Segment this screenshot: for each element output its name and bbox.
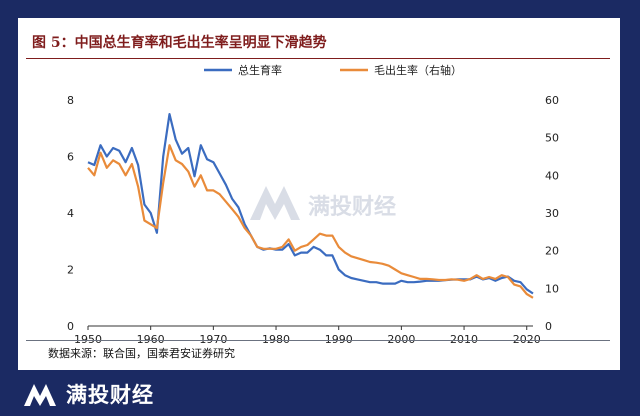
x-tick-label: 1990 xyxy=(325,333,353,344)
chart-title: 图 5：中国总生育率和毛出生率呈明显下滑趋势 xyxy=(32,35,327,51)
x-tick-label: 2000 xyxy=(387,333,415,344)
watermark: 满投财经 xyxy=(250,186,396,220)
x-tick-label: 1980 xyxy=(262,333,290,344)
y-right-tick-label: 60 xyxy=(545,94,559,107)
source-bar: 数据来源：联合国，国泰君安证券研究 xyxy=(26,340,610,363)
y-left-tick-label: 8 xyxy=(67,94,74,107)
y-left-tick-label: 2 xyxy=(67,264,74,277)
y-right-tick-label: 30 xyxy=(545,207,559,220)
x-tick-label: 1960 xyxy=(137,333,165,344)
y-right-tick-label: 40 xyxy=(545,169,559,182)
x-tick-label: 2010 xyxy=(450,333,478,344)
legend-label-2: 毛出生率（右轴） xyxy=(374,64,462,77)
x-tick-label: 1970 xyxy=(199,333,227,344)
series-line-2 xyxy=(87,144,534,299)
x-tick-label: 2020 xyxy=(513,333,541,344)
y-left-tick-label: 4 xyxy=(67,207,74,220)
footer-brand-text: 满投财经 xyxy=(66,383,154,407)
x-tick-label: 1950 xyxy=(74,333,102,344)
y-right-tick-label: 10 xyxy=(545,282,559,295)
legend-label-1: 总生育率 xyxy=(238,64,282,77)
chart-area: 满投财经 1950 1960 1970 1980 1990 2000 2010 2020 0 2 4 6… xyxy=(18,63,620,346)
y-right-tick-label: 50 xyxy=(545,132,559,145)
y-left-tick-label: 0 xyxy=(67,320,74,333)
brand-logo-icon xyxy=(24,384,56,406)
title-bar: 图 5：中国总生育率和毛出生率呈明显下滑趋势 xyxy=(26,28,610,59)
watermark-logo-icon xyxy=(250,186,300,220)
watermark-text: 满投财经 xyxy=(308,194,396,220)
y-left-tick-label: 6 xyxy=(67,151,74,164)
source-note: 数据来源：联合国，国泰君安证券研究 xyxy=(48,347,235,360)
y-right-tick-label: 0 xyxy=(545,320,552,333)
chart-card: 图 5：中国总生育率和毛出生率呈明显下滑趋势 满投财经 1950 1960 1970 1… xyxy=(18,18,620,370)
footer-logo: 满投财经 xyxy=(22,378,154,410)
y-right-tick-label: 20 xyxy=(545,245,559,258)
